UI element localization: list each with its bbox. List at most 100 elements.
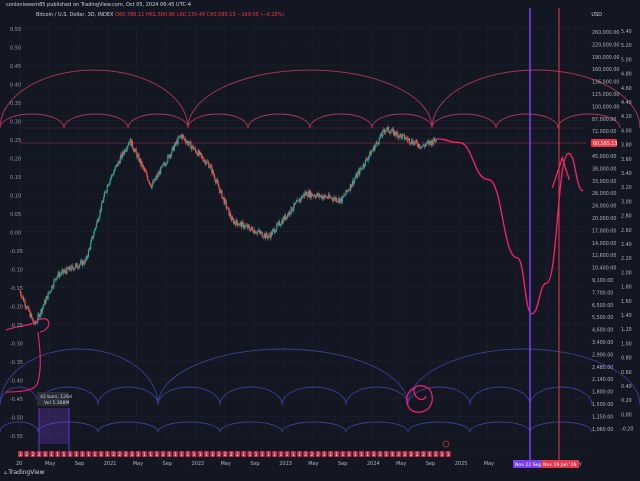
candle-body xyxy=(196,153,199,156)
event-marker xyxy=(328,451,333,457)
candle-body xyxy=(31,317,33,319)
candle-body xyxy=(58,272,60,278)
candle-body xyxy=(173,146,175,151)
candle-body xyxy=(299,199,301,203)
candle-body xyxy=(28,310,30,312)
candle-body xyxy=(431,140,433,145)
left-axis-label: 0.05 xyxy=(10,212,21,218)
candle-body xyxy=(314,195,316,197)
candle-body xyxy=(374,146,376,151)
candle-body xyxy=(56,276,58,280)
candle-body xyxy=(144,169,146,171)
candle-body xyxy=(411,139,413,144)
candle-body xyxy=(97,219,99,222)
tiny-cycle-arc xyxy=(0,421,39,433)
candle-body xyxy=(37,314,39,321)
current-price-text: 60,585.13 xyxy=(593,141,617,147)
candle-body xyxy=(307,191,310,197)
candle-body xyxy=(292,210,294,212)
event-marker xyxy=(166,451,172,457)
price-axis-label: 2,140.00 xyxy=(592,377,613,383)
candle-body xyxy=(356,173,358,178)
candle-body xyxy=(281,220,284,224)
candle-body xyxy=(41,309,43,313)
candle-body xyxy=(149,182,151,184)
event-marker-text: 1 xyxy=(143,452,146,457)
candle-body xyxy=(227,207,230,209)
candle-body xyxy=(401,134,403,139)
candle-body xyxy=(135,149,137,153)
candle-body xyxy=(266,232,268,237)
event-marker-text: 1 xyxy=(193,452,196,457)
candle-body xyxy=(278,221,280,223)
candle-body xyxy=(306,192,308,197)
candle-body xyxy=(372,150,374,151)
event-marker-text: 1 xyxy=(249,452,252,457)
candle-body xyxy=(409,143,411,144)
event-marker-text: 1 xyxy=(366,452,369,457)
event-marker xyxy=(253,451,259,457)
event-marker xyxy=(235,451,240,457)
candle-body xyxy=(175,142,177,144)
candle-body xyxy=(279,221,281,226)
candle-body xyxy=(346,189,348,192)
candle-body xyxy=(30,313,33,318)
tradingview-icon: ▵ xyxy=(4,469,9,476)
event-marker-text: 2 xyxy=(211,452,214,457)
event-marker-text: 1 xyxy=(441,452,444,457)
candle-body xyxy=(271,232,273,235)
candle-body xyxy=(69,266,71,270)
tradingview-logo[interactable]: ▵ TradingView xyxy=(4,469,44,476)
big-cycle-arc xyxy=(431,69,640,129)
candle-body xyxy=(80,260,82,262)
left-axis-label: 0.00 xyxy=(10,231,21,237)
event-marker xyxy=(173,451,178,457)
circle-mark xyxy=(406,385,433,413)
candle-body xyxy=(171,147,173,153)
candle-body xyxy=(302,194,305,197)
candle-body xyxy=(167,155,169,162)
candle-body xyxy=(384,131,386,133)
candle-body xyxy=(266,236,268,239)
price-axis-label: 1,500.00 xyxy=(592,402,613,408)
candle-body xyxy=(269,235,271,239)
small-cycle-arc-lower xyxy=(345,386,409,406)
event-marker xyxy=(315,451,321,457)
candle-body xyxy=(242,222,245,229)
secondary-axis-label: 4.40 xyxy=(621,100,632,106)
event-marker-text: 1 xyxy=(56,452,59,457)
candle-body xyxy=(178,137,180,139)
projection-arrow xyxy=(551,155,570,189)
candle-body xyxy=(400,133,402,136)
event-marker-text: 2 xyxy=(38,452,41,457)
candle-body xyxy=(184,138,186,142)
small-cycle-arc-lower xyxy=(281,386,347,406)
big-cycle-arc xyxy=(0,69,189,129)
candle-body xyxy=(109,179,111,183)
candle-body xyxy=(70,265,72,271)
left-axis-label: -0.25 xyxy=(10,323,23,329)
candle-body xyxy=(92,234,95,238)
event-marker-text: 1 xyxy=(373,452,376,457)
event-marker-text: 2 xyxy=(218,452,221,457)
candle-body xyxy=(330,197,333,199)
candle-body xyxy=(388,131,390,133)
date-tag-1: Nov 22 Sep '2 xyxy=(515,462,547,468)
candle-body xyxy=(50,290,52,292)
event-marker-text: 1 xyxy=(261,452,264,457)
candle-body xyxy=(106,185,108,191)
candle-body xyxy=(270,232,272,239)
candle-body xyxy=(253,231,255,234)
secondary-axis-label: 5.00 xyxy=(621,57,632,63)
candle-body xyxy=(289,213,292,215)
date-tag-red xyxy=(541,460,579,468)
left-axis-label: -0.35 xyxy=(10,360,23,366)
candle-body xyxy=(317,193,319,196)
candle-body xyxy=(145,171,147,173)
candle-body xyxy=(375,141,377,145)
candle-body xyxy=(258,230,261,232)
candle-body xyxy=(336,201,338,202)
left-axis-label: -0.45 xyxy=(10,397,23,403)
symbol-legend[interactable]: Bitcoin / U.S. Dollar, 3D, INDEX O60,786… xyxy=(36,12,284,18)
